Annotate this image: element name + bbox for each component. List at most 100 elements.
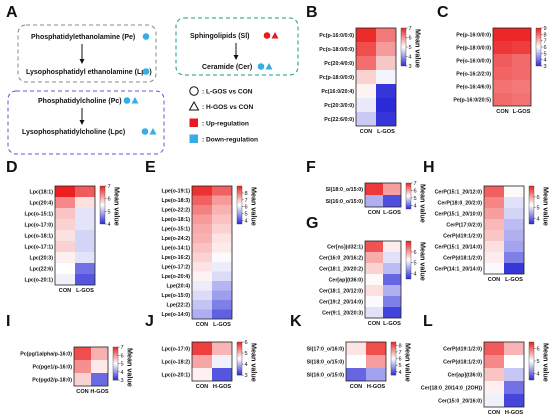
heatmap-cell [356,70,376,84]
column-label: L-GOS [383,210,401,216]
colorbar-tick-label: 7 [544,39,547,45]
colorbar-title: Mean value [542,187,550,226]
colorbar-tick-label: 5 [121,362,124,368]
heatmap-cell [365,241,383,252]
column-label: CON [488,277,500,283]
heatmap-frame [364,182,402,208]
heatmap-cell [55,230,75,241]
up-circle-icon [263,32,271,39]
row-label: Lpe(20:4) [166,283,190,289]
heatmap-cell [75,263,95,274]
row-label: Cer(18:1_20/20:2) [319,266,363,272]
heatmap-cell [365,274,383,285]
colorbar [236,185,243,225]
colorbar-tick-label: 6 [414,188,417,194]
colorbar-tick-label: 4 [245,362,248,368]
heatmap-cell [346,355,366,368]
heatmap-cell [484,368,504,381]
panel-h-heatmap: H CerP(15:1_20/12:0) CerP(18:0_20/2:0) CerP… [423,159,550,283]
heatmap-cell [376,42,396,56]
row-label: CerP(15:1_20/12:0) [435,189,483,195]
heatmap-cell [493,54,512,67]
colorbar-tick-label: 5 [414,196,417,202]
row-label: Lpc(22:6) [29,266,53,272]
row-label: Cer(18:0_20/14:0_(2OH)) [421,385,482,391]
heatmap-cell [484,381,504,394]
heatmap-cell [376,84,396,98]
heatmap-cell [356,56,376,70]
row-label: Lpe(o-18:3) [161,198,190,204]
heatmap-cell [512,93,531,106]
column-label: L-GOS [377,129,395,135]
heatmap-cell [91,360,108,373]
row-label: Pc(p-16:0/0:0) [319,33,354,39]
heatmap-cell [212,195,232,205]
heatmap-cell [212,252,232,262]
heatmap-cell [504,219,524,230]
heatmap-cell [504,342,524,355]
heatmap-cell [484,208,504,219]
heatmap-cell [75,186,95,197]
row-label: Lpe(22:2) [166,302,190,308]
column-label: L-GOS [505,277,523,283]
column-label: CON [350,384,362,390]
heatmap-cell [74,360,91,373]
arrow-head-icon [79,120,85,125]
panel-label: G [306,215,318,232]
heatmap-cell [75,230,95,241]
heatmap-cell [192,252,212,262]
row-label: Pc(pge1/p-16:0) [33,364,73,370]
heatmap-frame [492,27,532,107]
heatmap-cell [504,208,524,219]
row-label: Cer(18:1_20/12:0) [319,288,363,294]
arrow-head-icon [79,59,85,64]
colorbar-title: Mean value [542,343,550,382]
heatmap-cell [365,252,383,263]
heatmap-cell [91,373,108,386]
heatmap-cell [55,252,75,263]
heatmap-frame [73,346,109,387]
colorbar-tick-label: 5 [537,206,540,212]
row-label: Lpe(o-18:1) [161,217,190,223]
colorbar-tick-label: 8 [399,343,402,349]
heatmap-cell [493,28,512,41]
column-label: H-GOS [367,384,386,390]
row-label: Lpc(18:1) [29,189,53,195]
pc-box [7,90,165,155]
colorbar-title: Mean value [419,242,428,281]
heatmap-cell [504,263,524,274]
row-label: Pc(pg/1alpha/p-16:0) [20,351,72,357]
colorbar-tick-label: 8 [544,32,547,38]
row-label: Lpe(o-22:2) [161,207,190,213]
heatmap-cell [484,263,504,274]
heatmap-cell [484,230,504,241]
row-label: Pe(p-16:0/0:0) [456,32,491,38]
colorbar-tick-label: 5 [108,209,111,215]
column-label: CON [76,389,88,395]
row-label: Lpe(o-20:4) [161,274,190,280]
heatmap-cell [493,93,512,106]
row-label: Lpe(o-15:1) [161,226,190,232]
heatmap-cell [356,42,376,56]
colorbar-tick-label: 6 [121,353,124,359]
heatmap-cell [55,219,75,230]
arrow-head-icon [233,55,239,60]
panel-a-label: A [6,4,18,21]
heatmap-frame [483,341,525,408]
colorbar-tick-label: 5 [544,51,547,57]
heatmap-cell [383,252,401,263]
colorbar-tick-label: 6 [245,205,248,211]
heatmap-cell [192,342,212,355]
row-label: Lpc(o-17:0) [24,222,53,228]
colorbar-tick-label: 5 [245,212,248,218]
heatmap-cell [366,342,386,355]
sl-box [175,17,299,76]
row-label: Pc(22:6/0:0) [324,117,354,123]
up-square-icon [189,118,198,127]
panel-label: C [437,4,449,21]
panel-f-heatmap: F Sl(18:0_o/15:0) Sl(16:0_o/15:0) CON L-GOS 4… [306,159,428,223]
heatmap-cell [512,67,531,80]
heatmap-cell [365,263,383,274]
heatmap-cell [192,355,212,368]
heatmap-cell [212,262,232,272]
